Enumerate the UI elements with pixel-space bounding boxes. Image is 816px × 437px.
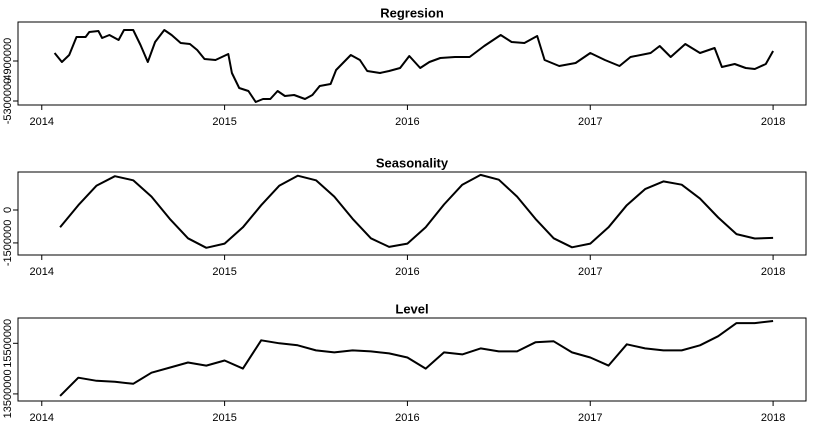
series-line: [59, 320, 774, 397]
x-tick-label: 2016: [395, 266, 419, 278]
y-tick-label: -4900000: [2, 38, 14, 85]
x-tick-label: 2015: [212, 266, 236, 278]
x-tick-label: 2015: [212, 412, 236, 424]
x-tick-label: 2018: [761, 116, 785, 128]
x-tick-label: 2014: [30, 412, 54, 424]
panel-title: Level: [395, 301, 428, 316]
plot-frame: [17, 317, 807, 402]
x-tick-label: 2018: [761, 412, 785, 424]
panel-title: Seasonality: [376, 155, 449, 170]
x-tick-label: 2016: [395, 116, 419, 128]
x-tick-label: 2018: [761, 266, 785, 278]
x-tick-label: 2017: [578, 412, 602, 424]
y-tick-label: 0: [2, 207, 14, 213]
x-tick-label: 2016: [395, 412, 419, 424]
y-tick-label: -1500000: [2, 220, 14, 267]
plot-frame: [17, 21, 807, 106]
panel-title: Regresion: [380, 5, 444, 20]
x-tick-label: 2014: [30, 266, 54, 278]
x-tick-label: 2017: [578, 116, 602, 128]
x-tick-label: 2017: [578, 266, 602, 278]
series-line: [53, 29, 774, 103]
y-tick-label: 13500000: [2, 369, 14, 418]
x-tick-label: 2015: [212, 116, 236, 128]
plot-frame: [17, 171, 807, 256]
y-tick-label: -5300000: [2, 78, 14, 125]
y-tick-label: 15500000: [2, 319, 14, 368]
x-tick-label: 2014: [30, 116, 54, 128]
series-line: [59, 173, 774, 249]
